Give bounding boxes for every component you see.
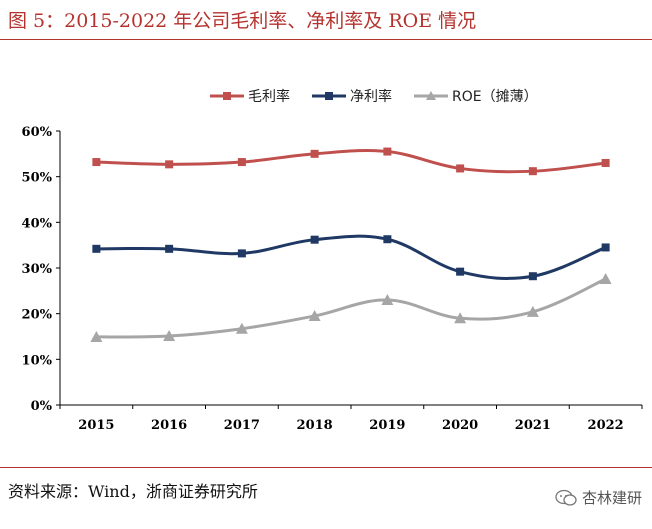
legend-swatch-net-margin [312, 92, 346, 100]
series-2-point [599, 272, 612, 284]
series-2-point [235, 322, 248, 334]
series-2-point [90, 330, 103, 342]
series-0-point [601, 158, 610, 167]
x-tick-label: 2020 [442, 418, 478, 433]
series-1-point [601, 243, 610, 252]
y-tick-label: 20% [22, 308, 53, 323]
figure-title: 图 5：2015-2022 年公司毛利率、净利率及 ROE 情况 [8, 10, 477, 32]
series-0-point [237, 158, 246, 167]
legend-swatch-roe [414, 91, 448, 100]
series-0-point [528, 167, 537, 176]
x-tick-label: 2021 [515, 418, 551, 433]
y-tick-label: 40% [22, 216, 53, 231]
source-divider [0, 467, 652, 468]
legend-label-gross-margin: 毛利率 [248, 89, 290, 105]
legend-label-net-margin: 净利率 [350, 89, 392, 105]
series-line-2 [96, 277, 607, 339]
series-1-point [237, 249, 246, 258]
y-tick-label: 50% [22, 171, 53, 186]
series-1-point [165, 244, 174, 253]
series-0-point [456, 164, 465, 173]
wechat-icon [555, 489, 577, 506]
series-2-point [163, 330, 176, 342]
series-1-point [310, 235, 319, 244]
legend-item-roe: ROE（摊薄） [414, 86, 538, 106]
series-2-point [308, 309, 321, 321]
source-note: 资料来源：Wind，浙商证券研究所 [8, 482, 258, 501]
series-1-point [383, 235, 392, 244]
x-tick-label: 2017 [224, 418, 260, 433]
series-line-1 [96, 234, 607, 280]
watermark: 杏林建研 [555, 487, 642, 508]
series-0-point [383, 147, 392, 156]
series-2-point [454, 312, 467, 324]
chart-legend: 毛利率 净利率 ROE（摊薄） [210, 86, 538, 106]
series-1-point [528, 272, 537, 281]
series-0-point [92, 158, 101, 167]
legend-item-gross-margin: 毛利率 [210, 86, 290, 106]
x-tick-label: 2022 [588, 418, 624, 433]
y-tick-label: 30% [22, 262, 53, 277]
line-chart: 0% 10% 20% 30% 40% 50% 60% 2015 2016 2017 2018 2019… [22, 125, 643, 433]
series-0-point [310, 149, 319, 158]
legend-swatch-gross-margin [210, 92, 244, 100]
title-divider [0, 39, 652, 40]
x-tick-label: 2016 [151, 418, 187, 433]
x-tick-label: 2019 [369, 418, 405, 433]
y-tick-label: 10% [22, 353, 53, 368]
series-1-point [456, 267, 465, 276]
watermark-text: 杏林建研 [581, 489, 642, 507]
legend-item-net-margin: 净利率 [312, 86, 392, 106]
series-line-0 [96, 149, 606, 174]
x-tick-label: 2015 [78, 418, 114, 433]
legend-label-roe: ROE（摊薄） [452, 89, 538, 105]
y-tick-label: 60% [22, 125, 53, 140]
series-2-point [381, 293, 394, 305]
y-tick-label: 0% [31, 399, 53, 414]
series-2-point [526, 305, 539, 317]
x-tick-label: 2018 [297, 418, 333, 433]
series-0-point [165, 160, 174, 169]
series-1-point [92, 244, 101, 253]
